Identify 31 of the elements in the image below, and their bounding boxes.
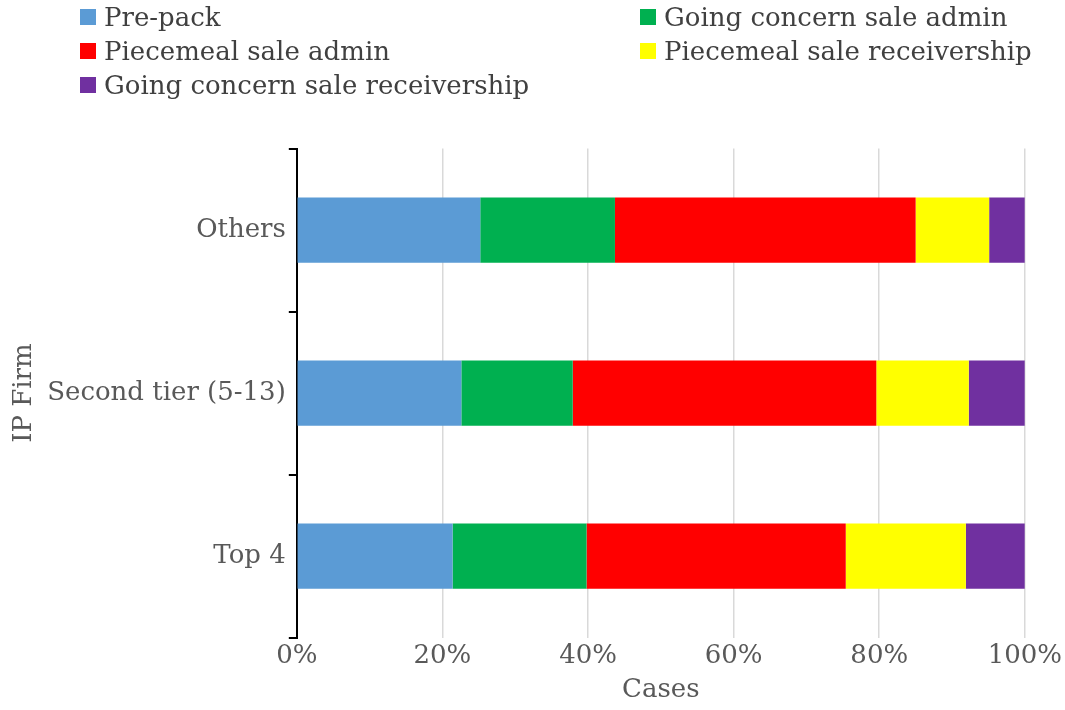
bar bbox=[480, 197, 615, 263]
y-tick-label: Second tier (5-13) bbox=[47, 375, 286, 406]
y-tick-label: Top 4 bbox=[213, 538, 286, 569]
bar bbox=[968, 360, 1025, 426]
bar bbox=[297, 197, 481, 263]
legend-label: Piecemeal sale admin bbox=[104, 36, 390, 66]
bar bbox=[461, 360, 573, 426]
bar bbox=[876, 360, 969, 426]
x-tick-label: 60% bbox=[704, 638, 763, 669]
y-tick-label: Others bbox=[196, 212, 286, 243]
bar bbox=[915, 197, 990, 263]
x-tick-label: 100% bbox=[987, 638, 1063, 669]
x-tick-label: 0% bbox=[276, 638, 318, 669]
x-tick-label: 80% bbox=[850, 638, 909, 669]
legend-label: Going concern sale admin bbox=[664, 2, 1008, 32]
bar bbox=[297, 523, 453, 589]
legend-label: Going concern sale receivership bbox=[104, 70, 530, 100]
legend-label: Piecemeal sale receivership bbox=[664, 36, 1032, 66]
bar bbox=[297, 360, 462, 426]
y-axis-title: IP Firm bbox=[7, 343, 38, 443]
bar bbox=[572, 360, 877, 426]
x-tick-label: 40% bbox=[559, 638, 617, 669]
bar bbox=[452, 523, 587, 589]
bar bbox=[586, 523, 846, 589]
legend-label: Pre-pack bbox=[104, 2, 221, 32]
bar bbox=[965, 523, 1025, 589]
x-axis-title: Cases bbox=[622, 673, 700, 704]
x-tick-label: 20% bbox=[413, 638, 472, 669]
bar bbox=[989, 197, 1025, 263]
bar bbox=[614, 197, 916, 263]
bar bbox=[845, 523, 966, 589]
